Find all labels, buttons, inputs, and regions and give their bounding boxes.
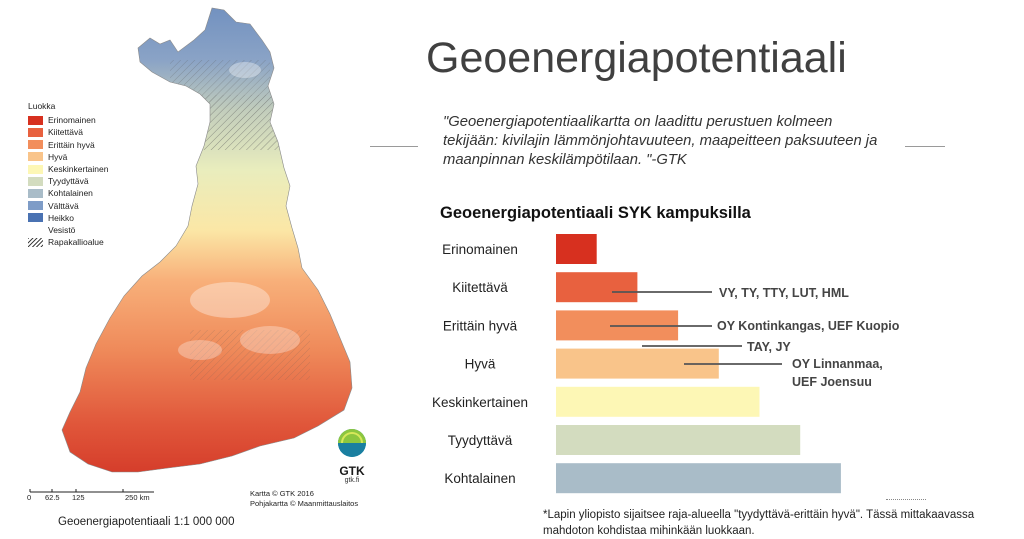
bar (556, 234, 597, 264)
legend-label: Rapakallioalue (48, 237, 104, 248)
gtk-quote: "Geoenergiapotentiaalikartta on laadittu… (443, 114, 878, 168)
legend-label: Kiitettävä (48, 127, 83, 138)
bar (556, 272, 638, 303)
bar (556, 386, 760, 417)
scale-label: 62.5 (45, 493, 60, 502)
annotation-label: OY Linnanmaa, UEF Joensuu (792, 357, 883, 389)
legend-swatch (28, 140, 43, 150)
map-caption: Geoenergiapotentiaali 1:1 000 000 (58, 516, 235, 528)
category-label: Erinomainen (442, 242, 518, 257)
quote-rule-left (370, 146, 418, 147)
scale-label: 250 km (125, 493, 150, 502)
map-credit-base: Pohjakartta © Maanmittauslaitos (250, 498, 359, 508)
legend-title: Luokka (28, 101, 56, 111)
scale-bar (29, 489, 154, 493)
legend-item: Erinomainen (28, 114, 108, 126)
legend-label: Vesistö (48, 224, 76, 235)
legend-label: Erinomainen (48, 115, 96, 126)
footnote: *Lapin yliopisto sijaitsee raja-alueella… (543, 509, 975, 537)
finland-geoenergy-map (61, 7, 353, 473)
legend-swatch (28, 152, 43, 162)
legend-item: Vesistö (28, 224, 108, 236)
gtk-globe-icon (338, 429, 366, 457)
bar (556, 425, 801, 455)
quote-rule-right (905, 146, 945, 147)
category-label: Keskinkertainen (432, 395, 528, 410)
legend-label: Kohtalainen (48, 188, 93, 199)
legend-label: Tyydyttävä (48, 176, 89, 187)
scale-labels: 0 62.5 125 250 km (24, 493, 174, 503)
footnote-divider (886, 499, 926, 500)
legend-item: Keskinkertainen (28, 163, 108, 175)
map-legend: Luokka Erinomainen Kiitettävä Erittäin h… (28, 100, 108, 248)
legend-swatch (28, 225, 43, 234)
legend-swatch (28, 176, 43, 186)
category-label: Hyvä (465, 357, 496, 372)
campus-geoenergy-chart: Erinomainen Kiitettävä Erittäin hyvä Hyvä Ke… (432, 234, 900, 494)
gtk-logo: GTK gtk.fi (332, 428, 372, 485)
legend-item: Kohtalainen (28, 187, 108, 199)
legend-label: Heikko (48, 212, 74, 223)
legend-swatch (28, 127, 43, 137)
category-label: Tyydyttävä (448, 433, 513, 448)
annotation-label: TAY, JY (747, 340, 791, 354)
legend-item: Rapakallioalue (28, 236, 108, 248)
legend-label: Välttävä (48, 200, 79, 211)
annotation-label: OY Kontinkangas, UEF Kuopio (717, 319, 900, 333)
legend-swatch (28, 164, 43, 174)
legend-item: Kiitettävä (28, 126, 108, 138)
legend-swatch (28, 115, 43, 125)
legend-label: Hyvä (48, 151, 68, 162)
scale-label: 125 (72, 493, 85, 502)
slide-title: Geoenergiapotentiaali (426, 34, 847, 82)
legend-swatch (28, 213, 43, 223)
map-credit-gtk: Kartta © GTK 2016 (250, 489, 314, 498)
map-panel: Luokka Erinomainen Kiitettävä Erittäin h… (0, 0, 390, 535)
scale-label: 0 (27, 493, 32, 502)
category-label: Kohtalainen (444, 471, 515, 486)
chart-title: Geoenergiapotentiaali SYK kampuksilla (440, 204, 751, 222)
legend-item: Erittäin hyvä (28, 139, 108, 151)
gtk-logo-text: GTK (339, 464, 365, 478)
category-label: Erittäin hyvä (443, 318, 518, 333)
legend-label: Erittäin hyvä (48, 139, 95, 150)
annotation-label: VY, TY, TTY, LUT, HML (719, 286, 849, 300)
legend-item: Heikko (28, 212, 108, 224)
legend-item: Välttävä (28, 200, 108, 212)
legend-item: Tyydyttävä (28, 175, 108, 187)
bar (556, 463, 841, 494)
legend-label: Keskinkertainen (48, 163, 109, 174)
map-credits: Kartta © GTK 2016 Pohjakartta © Maanmitt… (250, 489, 358, 508)
legend-swatch (28, 201, 43, 211)
legend-item: Hyvä (28, 151, 108, 163)
legend-swatch (28, 188, 43, 198)
category-label: Kiitettävä (452, 280, 508, 295)
gtk-logo-url: gtk.fi (344, 477, 360, 484)
legend-swatch-hatch (28, 237, 43, 247)
